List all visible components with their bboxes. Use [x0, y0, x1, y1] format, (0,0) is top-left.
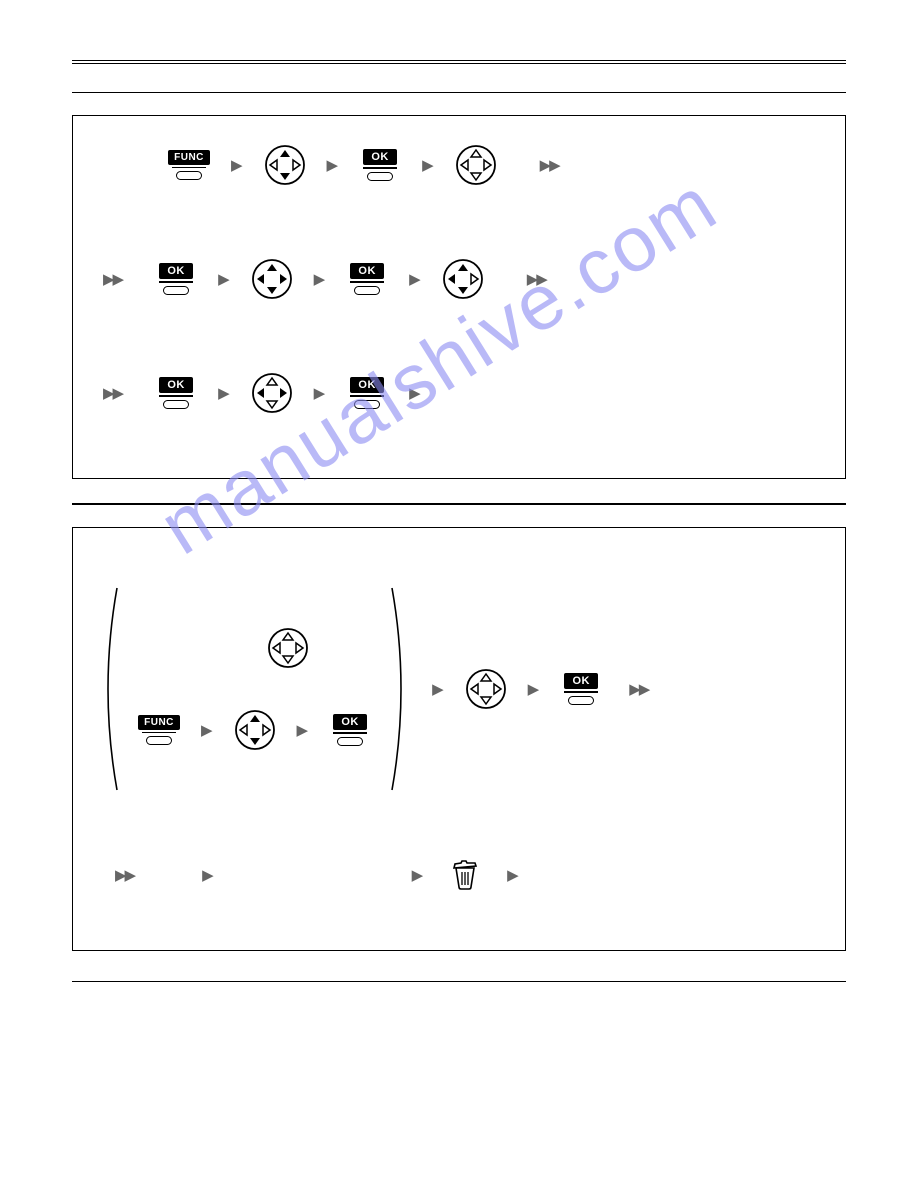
continue-arrow: ▶▶: [95, 384, 152, 402]
step-separator: ▶: [183, 721, 231, 739]
nav-up-down-icon: [261, 144, 309, 186]
step-separator: ▶: [510, 680, 558, 698]
step-separator: ▶: [184, 866, 394, 884]
step-separator: ▶: [200, 384, 248, 402]
section-rule-2: [72, 503, 846, 505]
bottom-rule: [72, 981, 846, 982]
ok-key: OK: [343, 377, 391, 409]
page-container: FUNC ▶ ▶ OK ▶ ▶▶ ▶▶ OK: [0, 0, 918, 1044]
step-separator: ▶: [404, 156, 452, 174]
step-separator: ▶: [489, 866, 537, 884]
paren-right: [386, 584, 414, 794]
step-separator: ▶: [391, 270, 439, 288]
continue-arrow: ▶▶: [500, 156, 567, 174]
top-double-rule: [72, 60, 846, 64]
continue-arrow: ▶▶: [95, 270, 152, 288]
nav-left-right-icon: [248, 372, 296, 414]
paren-content: FUNC ▶ ▶ OK: [123, 627, 386, 751]
func-key: FUNC: [135, 715, 183, 746]
step-separator: ▶: [213, 156, 261, 174]
instruction-box-2: FUNC ▶ ▶ OK ▶ ▶ OK: [72, 527, 846, 951]
step-separator: ▶: [394, 866, 442, 884]
step-separator: ▶: [296, 270, 344, 288]
continue-arrow: ▶▶: [487, 270, 554, 288]
flow-row-4: FUNC ▶ ▶ OK ▶ ▶ OK: [95, 584, 823, 794]
ok-key: OK: [326, 714, 374, 746]
func-key: FUNC: [165, 150, 213, 181]
section-rule-1: [72, 92, 846, 93]
ok-key: OK: [152, 263, 200, 295]
ok-key: OK: [343, 263, 391, 295]
ok-key: OK: [356, 149, 404, 181]
instruction-box-1: FUNC ▶ ▶ OK ▶ ▶▶ ▶▶ OK: [72, 115, 846, 479]
paren-left: [95, 584, 123, 794]
step-separator: ▶: [279, 721, 327, 739]
nav-up-down-icon: [231, 709, 279, 751]
step-separator: ▶: [391, 384, 439, 402]
nav-all-open-icon: [462, 668, 510, 710]
flow-row-2: ▶▶ OK ▶ ▶ OK ▶ ▶▶: [95, 258, 823, 300]
continue-arrow: ▶▶: [605, 680, 656, 698]
nav-up-down-left-icon: [439, 258, 487, 300]
trash-icon: [441, 858, 489, 892]
flow-row-5: ▶▶ ▶ ▶ ▶: [95, 858, 823, 916]
continue-arrow: ▶▶: [95, 866, 184, 884]
flow-row-1: FUNC ▶ ▶ OK ▶ ▶▶: [95, 144, 823, 186]
ok-key-label: OK: [363, 149, 397, 165]
step-separator: ▶: [414, 680, 462, 698]
nav-all-open-icon: [452, 144, 500, 186]
step-separator: ▶: [296, 384, 344, 402]
step-separator: ▶: [309, 156, 357, 174]
nav-all-open-icon: [264, 627, 312, 669]
flow-row-3: ▶▶ OK ▶ ▶ OK ▶: [95, 372, 823, 414]
ok-key: OK: [557, 673, 605, 705]
func-key-label: FUNC: [168, 150, 210, 165]
ok-key: OK: [152, 377, 200, 409]
step-separator: ▶: [200, 270, 248, 288]
nav-filled-cross-icon: [248, 258, 296, 300]
